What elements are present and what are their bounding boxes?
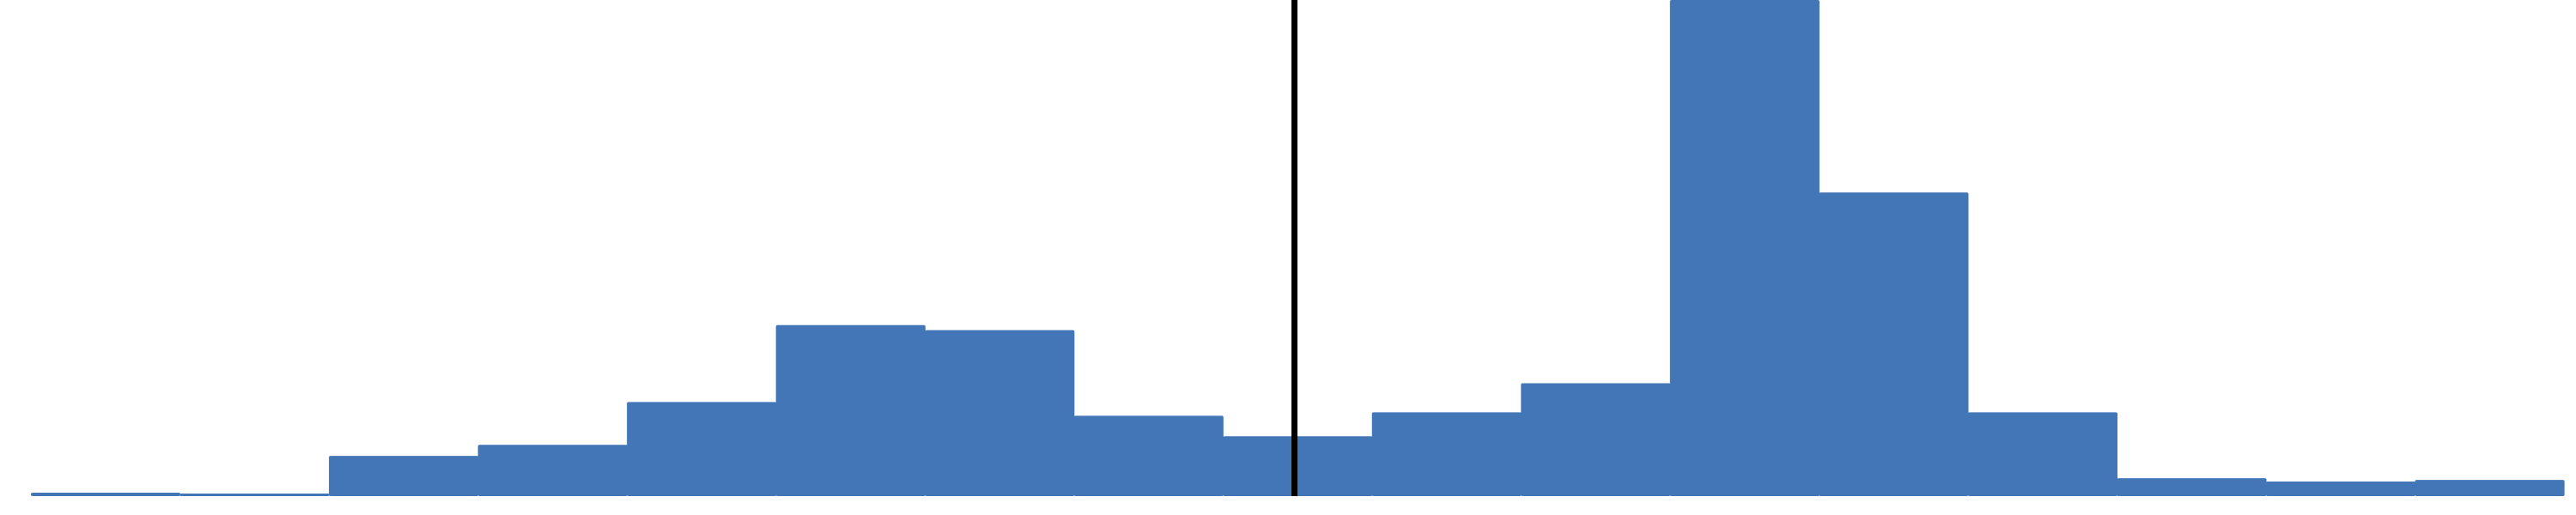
histogram-bar xyxy=(1819,192,1969,496)
histogram-bar xyxy=(477,445,628,496)
histogram-bar xyxy=(1371,412,1522,496)
histogram-bar xyxy=(2265,482,2416,496)
histogram-bar xyxy=(179,494,330,496)
histogram-bar xyxy=(1223,436,1373,496)
histogram-bar xyxy=(2117,478,2267,496)
histogram-bar xyxy=(1669,0,1820,496)
histogram-bar xyxy=(1521,383,1671,496)
histogram-bar xyxy=(329,456,479,496)
histogram-bar xyxy=(2415,480,2565,496)
histogram-bar xyxy=(775,324,926,496)
histogram-bar xyxy=(31,493,181,496)
histogram-bar xyxy=(1967,412,2118,496)
histogram-bar xyxy=(925,330,1075,496)
histogram-bars xyxy=(31,0,2565,496)
histogram-bar xyxy=(627,402,777,496)
histogram-bar xyxy=(1073,415,1224,496)
